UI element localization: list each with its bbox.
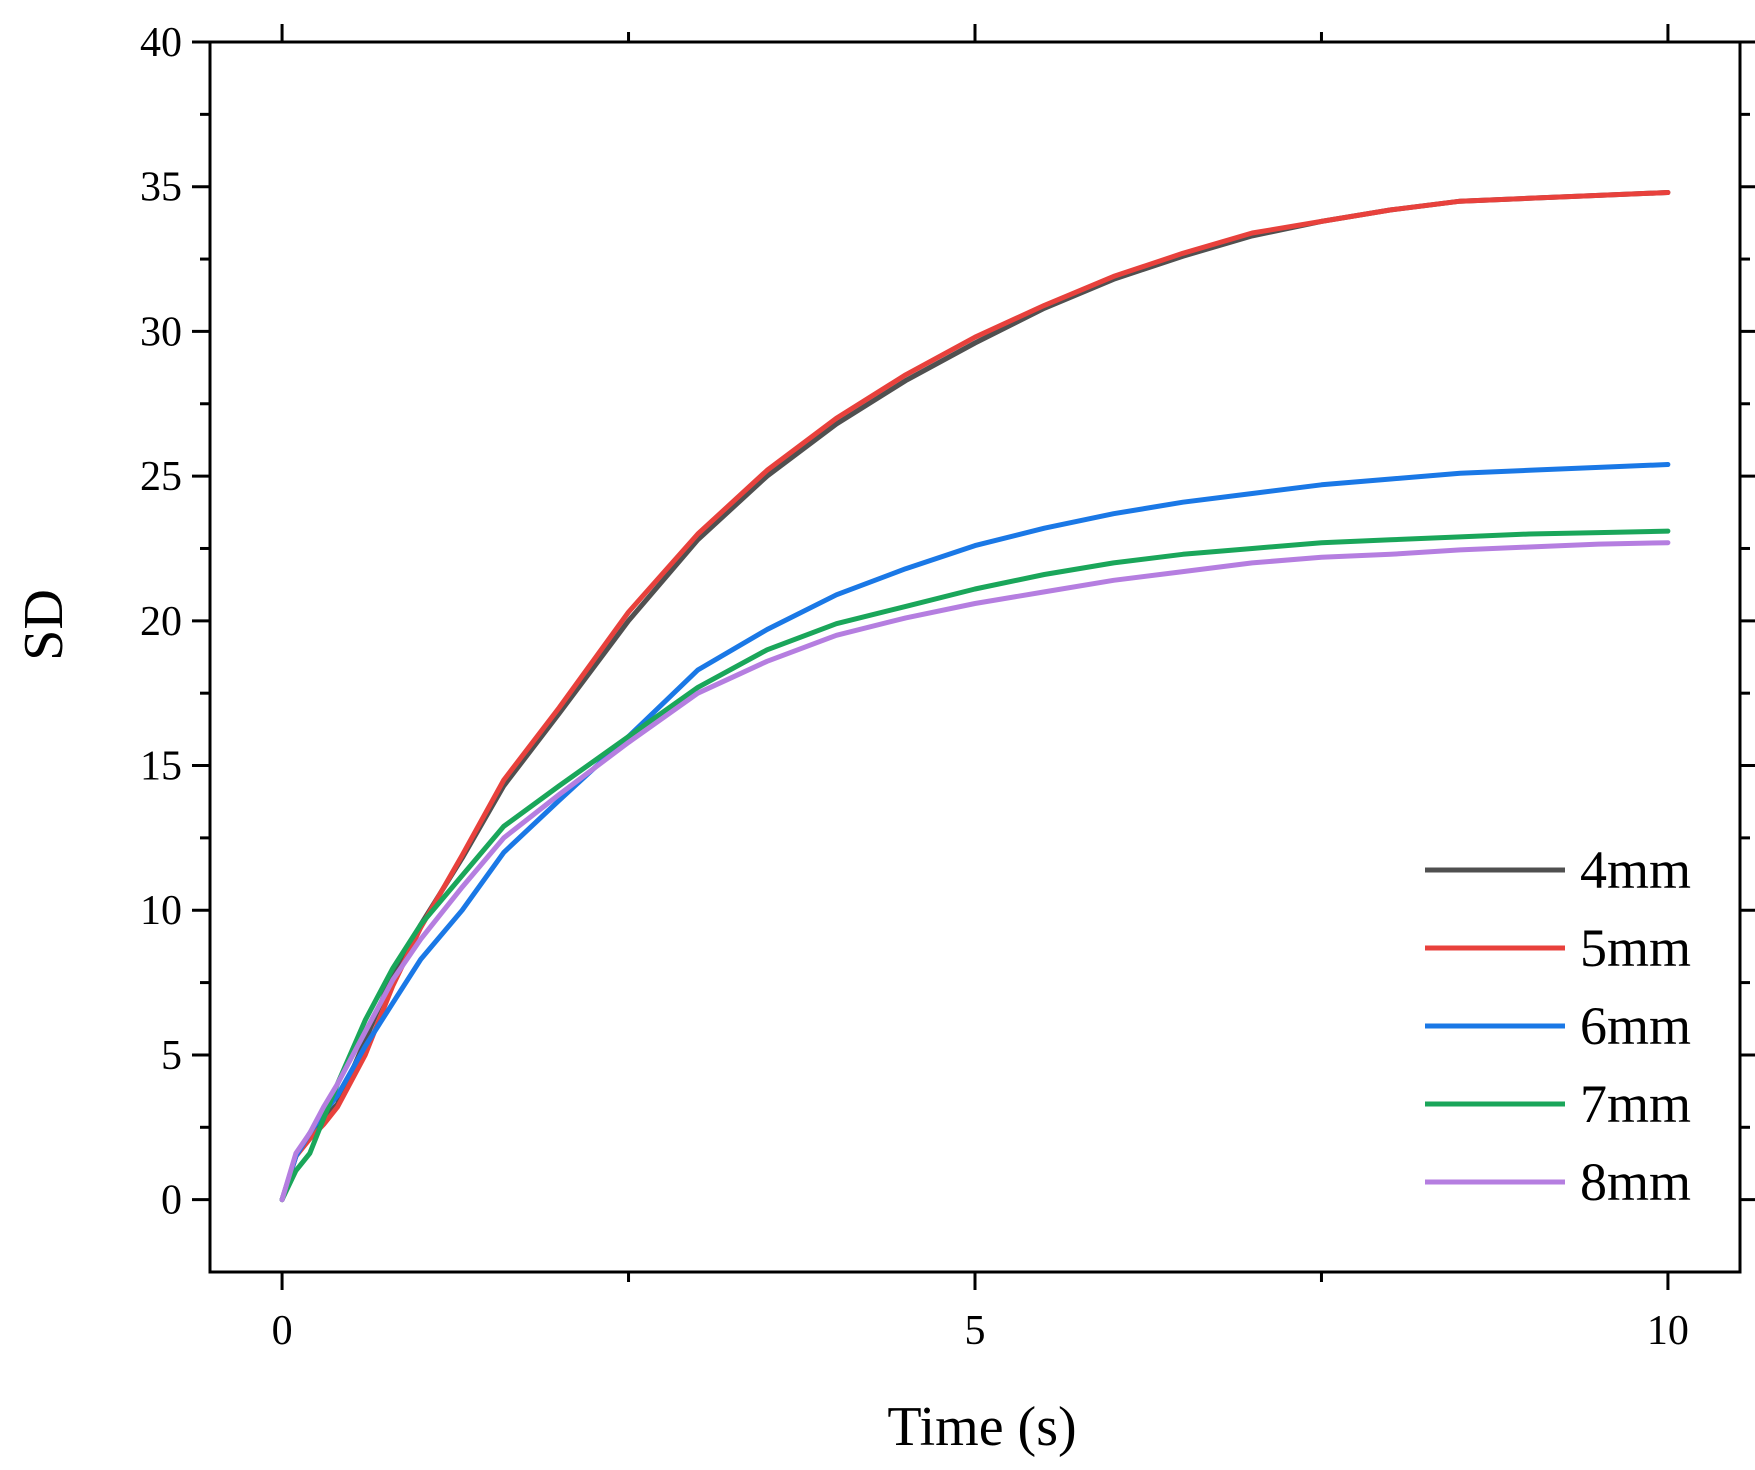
x-tick-label: 0 [272, 1308, 293, 1354]
y-axis-title: SD [13, 589, 75, 661]
y-tick-label: 0 [161, 1178, 182, 1224]
x-tick-label: 5 [965, 1308, 986, 1354]
y-tick-label: 10 [140, 888, 182, 934]
axes-layer: 0 5 10 15 20 25 30 35 40 0 5 10 [140, 20, 1755, 1354]
y-tick-label: 40 [140, 20, 182, 66]
x-tick-label: 10 [1647, 1308, 1689, 1354]
y-tick-label: 30 [140, 309, 182, 355]
y-tick-label: 5 [161, 1033, 182, 1079]
y-tick-label: 15 [140, 744, 182, 790]
legend-label-8mm: 8mm [1580, 1152, 1691, 1212]
legend-label-4mm: 4mm [1580, 840, 1691, 900]
series-layer [279, 190, 1671, 1203]
y-tick-label: 20 [140, 599, 182, 645]
series-line-8mm [279, 540, 1671, 1203]
legend: 4mm 5mm 6mm 7mm 8mm [1425, 840, 1691, 1212]
legend-label-7mm: 7mm [1580, 1074, 1691, 1134]
legend-label-5mm: 5mm [1580, 918, 1691, 978]
legend-label-6mm: 6mm [1580, 996, 1691, 1056]
y-tick-label: 25 [140, 454, 182, 500]
y-tick-label: 35 [140, 165, 182, 211]
x-axis-title: Time (s) [887, 1396, 1076, 1458]
series-line-6mm [279, 462, 1671, 1203]
series-line-5mm [279, 190, 1671, 1203]
